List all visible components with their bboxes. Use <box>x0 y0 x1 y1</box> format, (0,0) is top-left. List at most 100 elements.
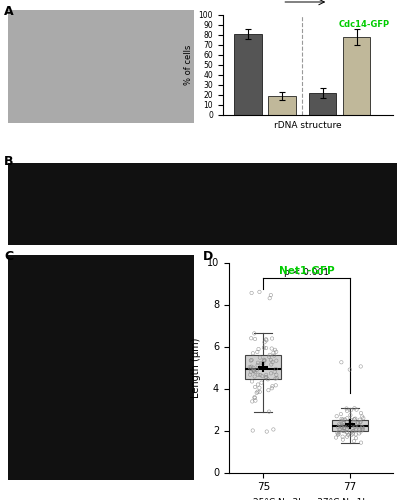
Point <box>344 418 350 426</box>
Text: D: D <box>202 250 213 263</box>
Point <box>272 374 279 382</box>
Point <box>247 364 254 372</box>
Point <box>251 366 257 374</box>
Point <box>272 346 278 354</box>
Point <box>271 368 278 376</box>
Point <box>273 371 279 379</box>
Point <box>360 414 367 422</box>
Point <box>261 344 267 351</box>
Point <box>251 366 257 374</box>
Point <box>254 388 261 396</box>
Point <box>338 417 345 425</box>
Point <box>341 422 347 430</box>
Point <box>336 420 342 428</box>
Point <box>250 364 257 372</box>
Point <box>358 362 364 370</box>
X-axis label: rDNA structure: rDNA structure <box>274 120 341 130</box>
Point <box>268 360 275 368</box>
Point <box>250 366 257 374</box>
Point <box>344 414 350 422</box>
Point <box>343 425 350 433</box>
Point <box>350 427 356 435</box>
Text: 37°C Nz 1h: 37°C Nz 1h <box>328 0 371 1</box>
Point <box>343 404 350 412</box>
Point <box>347 366 353 374</box>
Point <box>339 432 346 440</box>
Point <box>341 424 347 432</box>
Point <box>266 408 272 416</box>
Point <box>264 428 270 436</box>
Point <box>353 424 360 432</box>
Point <box>349 425 355 433</box>
Text: p < 0.001: p < 0.001 <box>284 268 329 277</box>
Point <box>348 431 355 439</box>
Point <box>360 424 366 432</box>
Point <box>248 289 255 297</box>
Point <box>338 410 344 418</box>
Point <box>353 426 359 434</box>
Point <box>273 374 280 382</box>
Point <box>269 382 276 390</box>
Point <box>339 424 345 432</box>
Point <box>345 431 352 439</box>
Point <box>254 389 260 397</box>
Point <box>353 406 360 413</box>
Point <box>273 365 279 373</box>
Point <box>257 371 264 379</box>
Point <box>270 426 277 434</box>
Point <box>256 288 263 296</box>
Point <box>351 437 357 445</box>
Point <box>338 358 345 366</box>
Point <box>249 378 255 386</box>
Point <box>333 412 340 420</box>
Point <box>270 349 277 357</box>
Point <box>269 344 275 352</box>
Point <box>336 426 343 434</box>
Point <box>266 351 273 359</box>
Point <box>339 426 346 434</box>
Point <box>248 362 255 370</box>
Point <box>269 334 275 342</box>
Point <box>338 422 345 430</box>
Point <box>261 356 268 364</box>
Point <box>358 418 364 426</box>
Y-axis label: Length (μm): Length (μm) <box>191 338 201 398</box>
Point <box>359 423 365 431</box>
Point <box>273 348 279 356</box>
Point <box>347 411 354 419</box>
Point <box>355 418 361 426</box>
Point <box>350 430 356 438</box>
Point <box>273 382 279 390</box>
Point <box>256 384 262 392</box>
Point <box>350 428 356 436</box>
Point <box>341 419 347 427</box>
Point <box>268 291 274 299</box>
Point <box>265 386 272 394</box>
Point <box>341 424 347 432</box>
Point <box>247 368 254 376</box>
Point <box>269 358 276 366</box>
Point <box>344 432 350 440</box>
Point <box>252 393 258 401</box>
Text: A: A <box>4 5 14 18</box>
Bar <box>269 96 296 115</box>
Point <box>249 398 256 406</box>
Point <box>359 412 365 420</box>
Point <box>258 359 265 367</box>
X-axis label: 25°C Nz 3h → 37°C Nz 1h: 25°C Nz 3h → 37°C Nz 1h <box>253 498 369 500</box>
Point <box>254 348 260 356</box>
Point <box>252 383 258 391</box>
Point <box>252 394 258 402</box>
Point <box>356 422 362 430</box>
Point <box>344 428 350 436</box>
Point <box>247 370 254 378</box>
Point <box>247 363 253 371</box>
Point <box>351 416 358 424</box>
Point <box>263 373 269 381</box>
Point <box>252 368 258 376</box>
Point <box>249 350 256 358</box>
Point <box>252 335 258 343</box>
Point <box>337 422 343 430</box>
Point <box>353 434 359 442</box>
Point <box>356 430 362 438</box>
